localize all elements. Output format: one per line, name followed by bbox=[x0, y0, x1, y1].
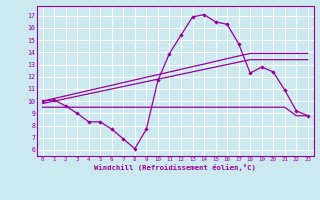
X-axis label: Windchill (Refroidissement éolien,°C): Windchill (Refroidissement éolien,°C) bbox=[94, 164, 256, 171]
